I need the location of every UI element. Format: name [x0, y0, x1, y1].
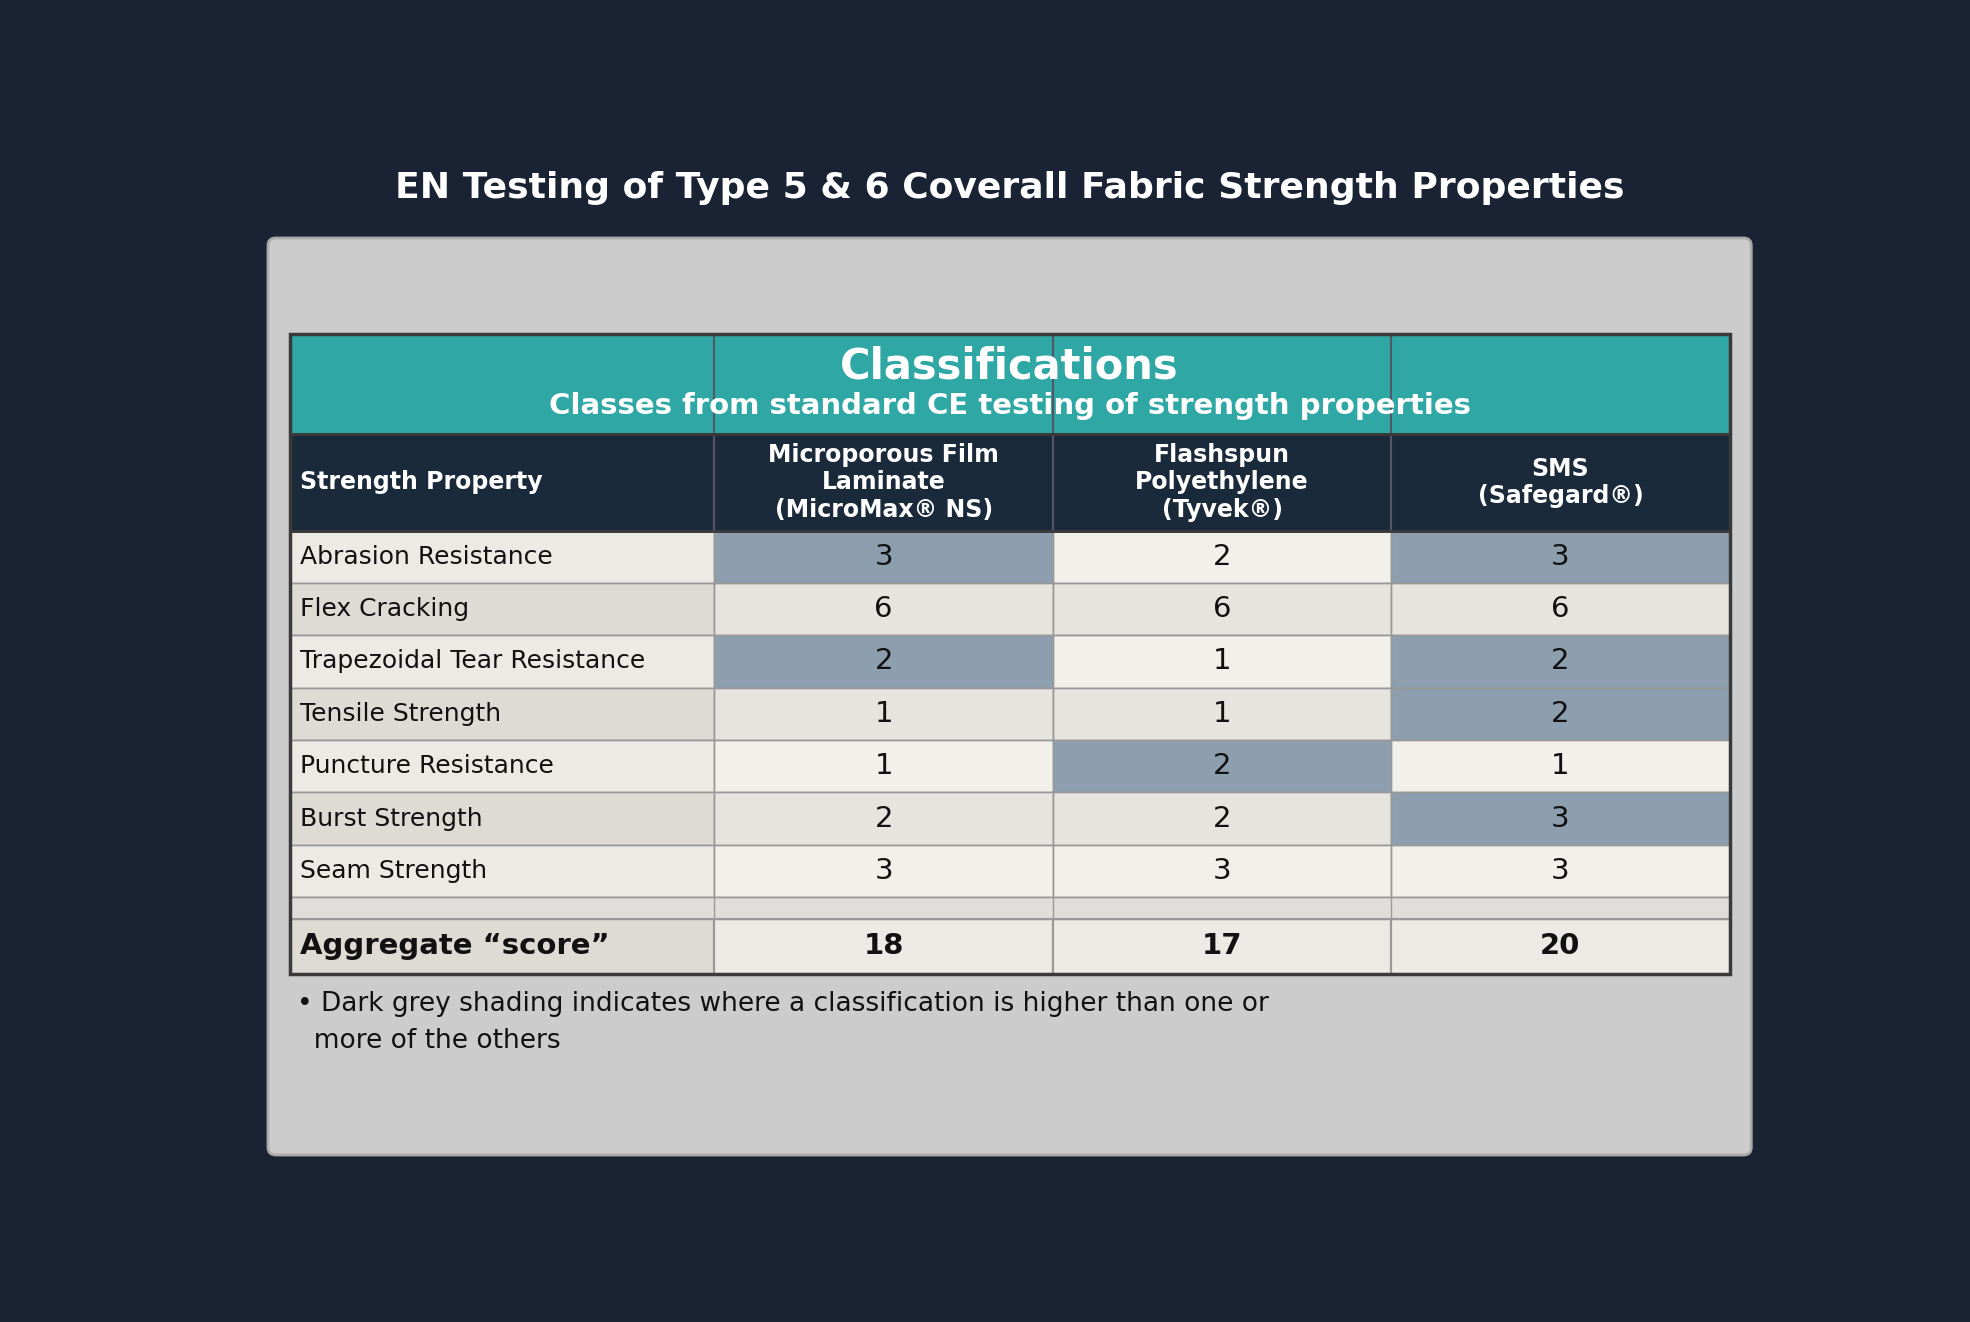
Text: Strength Property: Strength Property — [301, 471, 544, 494]
Text: 3: 3 — [875, 543, 892, 571]
Bar — [1052, 530, 1391, 583]
Bar — [1052, 687, 1391, 740]
Text: Abrasion Resistance: Abrasion Resistance — [301, 545, 554, 568]
Text: 3: 3 — [1550, 543, 1570, 571]
Text: 3: 3 — [1550, 857, 1570, 884]
Text: EN Testing of Type 5 & 6 Coverall Fabric Strength Properties: EN Testing of Type 5 & 6 Coverall Fabric… — [394, 171, 1625, 205]
Text: Aggregate “score”: Aggregate “score” — [301, 932, 611, 960]
Bar — [1052, 740, 1391, 792]
Bar — [290, 435, 1730, 530]
Bar — [1391, 530, 1730, 583]
Bar — [715, 845, 1052, 898]
Text: 6: 6 — [1214, 595, 1231, 623]
Text: 1: 1 — [1550, 752, 1570, 780]
Text: 1: 1 — [1214, 648, 1231, 676]
Bar — [715, 583, 1052, 636]
Text: 2: 2 — [875, 648, 892, 676]
Bar — [246, 159, 1773, 217]
Text: 3: 3 — [875, 857, 892, 884]
Bar — [1052, 919, 1391, 974]
Text: 2: 2 — [1214, 805, 1231, 833]
Bar — [290, 530, 715, 583]
Text: Classifications: Classifications — [841, 345, 1178, 387]
Text: Burst Strength: Burst Strength — [301, 806, 483, 830]
Text: SMS
(Safegard®): SMS (Safegard®) — [1478, 456, 1643, 509]
Text: Microporous Film
Laminate
(MicroMax® NS): Microporous Film Laminate (MicroMax® NS) — [768, 443, 999, 522]
Bar — [1391, 919, 1730, 974]
FancyBboxPatch shape — [268, 238, 1751, 1155]
Bar — [1391, 792, 1730, 845]
Text: 6: 6 — [1550, 595, 1570, 623]
Bar — [290, 898, 1730, 919]
Text: 2: 2 — [1214, 543, 1231, 571]
Text: Trapezoidal Tear Resistance: Trapezoidal Tear Resistance — [301, 649, 646, 673]
Bar — [290, 687, 715, 740]
Bar — [1391, 740, 1730, 792]
Bar — [290, 636, 715, 687]
Text: 1: 1 — [875, 752, 892, 780]
Bar — [1052, 583, 1391, 636]
Bar — [715, 530, 1052, 583]
Text: 6: 6 — [875, 595, 892, 623]
Bar — [290, 334, 1730, 974]
Bar — [1052, 792, 1391, 845]
Bar — [715, 792, 1052, 845]
Text: 3: 3 — [1214, 857, 1231, 884]
Bar — [1391, 636, 1730, 687]
Text: Flashspun
Polyethylene
(Tyvek®): Flashspun Polyethylene (Tyvek®) — [1135, 443, 1308, 522]
Text: • Dark grey shading indicates where a classification is higher than one or
  mor: • Dark grey shading indicates where a cl… — [297, 992, 1269, 1054]
Text: 20: 20 — [1541, 932, 1580, 960]
Bar — [715, 687, 1052, 740]
Text: Tensile Strength: Tensile Strength — [301, 702, 502, 726]
Bar — [715, 636, 1052, 687]
Text: Classes from standard CE testing of strength properties: Classes from standard CE testing of stre… — [548, 393, 1472, 420]
Text: 2: 2 — [1550, 699, 1570, 728]
Bar — [1391, 583, 1730, 636]
Text: Flex Cracking: Flex Cracking — [301, 598, 469, 621]
Text: 1: 1 — [875, 699, 892, 728]
Bar — [715, 740, 1052, 792]
Bar — [290, 583, 715, 636]
Bar — [290, 334, 1730, 435]
Bar — [1052, 845, 1391, 898]
Text: 17: 17 — [1202, 932, 1243, 960]
Bar — [1391, 845, 1730, 898]
Bar — [1391, 687, 1730, 740]
Bar — [290, 792, 715, 845]
Text: 1: 1 — [1214, 699, 1231, 728]
Bar — [1052, 636, 1391, 687]
Bar — [290, 740, 715, 792]
Text: 2: 2 — [1550, 648, 1570, 676]
Text: Seam Strength: Seam Strength — [301, 859, 489, 883]
Text: 2: 2 — [1214, 752, 1231, 780]
Bar — [715, 919, 1052, 974]
Bar — [290, 845, 715, 898]
Text: 18: 18 — [863, 932, 904, 960]
Text: Puncture Resistance: Puncture Resistance — [301, 754, 554, 779]
Text: 3: 3 — [1550, 805, 1570, 833]
Text: 2: 2 — [875, 805, 892, 833]
Bar — [290, 919, 715, 974]
